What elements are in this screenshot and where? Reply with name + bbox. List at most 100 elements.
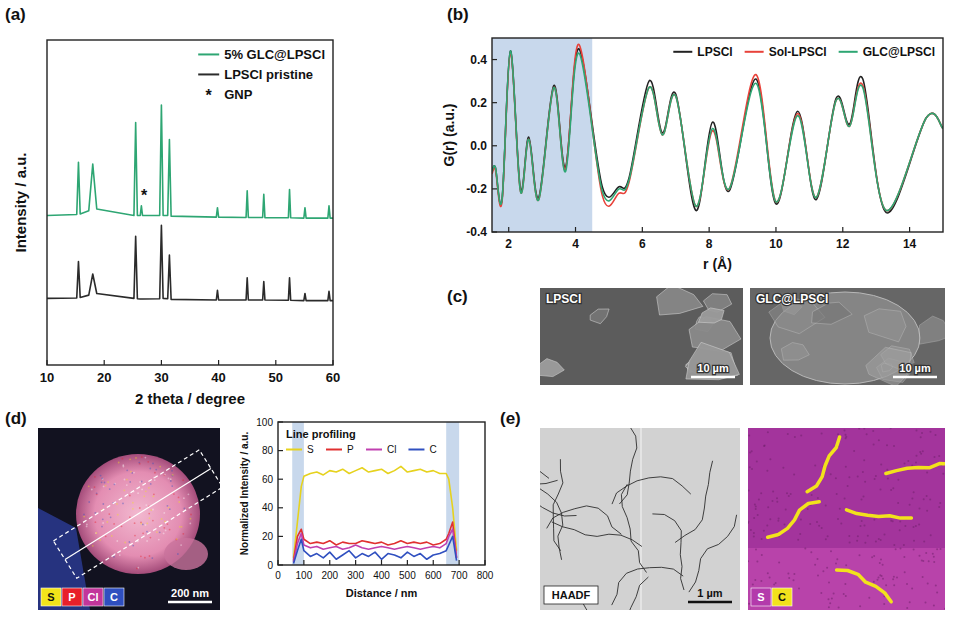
speckle <box>845 595 847 597</box>
speckle <box>818 525 820 527</box>
speckle <box>814 564 816 566</box>
legend-swatch <box>673 51 692 53</box>
sem-flake <box>590 309 609 324</box>
speckle <box>828 606 830 608</box>
sem-flake <box>540 359 564 377</box>
speckle <box>923 540 925 542</box>
speckle <box>897 479 899 481</box>
speckle <box>893 445 895 447</box>
speckle <box>817 497 819 499</box>
x-tick <box>329 560 330 565</box>
y-tick-label: 40 <box>262 502 274 513</box>
speckle <box>107 481 109 483</box>
speckle <box>161 518 163 520</box>
speckle <box>772 490 774 492</box>
series-line <box>492 51 943 211</box>
crack <box>619 428 636 504</box>
carbon-streak <box>847 510 912 518</box>
speckle <box>926 510 928 512</box>
speckle <box>94 476 96 478</box>
speckle <box>830 550 832 552</box>
speckle <box>904 525 906 527</box>
particle-lobe <box>164 538 208 570</box>
speckle <box>817 558 819 560</box>
speckle <box>875 475 877 477</box>
legend-swatch <box>408 449 424 451</box>
speckle <box>769 576 771 578</box>
speckle <box>878 439 880 441</box>
speckle <box>831 598 833 600</box>
speckle <box>104 482 106 484</box>
plot-area <box>292 422 459 565</box>
shaded-range <box>492 38 592 232</box>
speckle <box>822 570 824 572</box>
speckle <box>169 508 171 510</box>
speckle <box>752 584 754 586</box>
element-key <box>751 588 771 606</box>
speckle <box>880 464 882 466</box>
speckle <box>897 502 899 504</box>
x-tick <box>775 227 776 232</box>
speckle <box>171 470 173 472</box>
speckle <box>922 576 924 578</box>
chart: 2468101214-0.4-0.20.00.20.4r (Å)G(r) (a.… <box>441 5 943 272</box>
speckle <box>845 434 847 436</box>
speckle <box>853 450 855 452</box>
speckle <box>146 523 148 525</box>
speckle <box>86 524 88 526</box>
legend: 5% GLC@LPSClLPSCl pristine*GNP <box>198 47 325 104</box>
speckle <box>918 524 920 526</box>
legend-swatch <box>198 73 219 75</box>
speckle <box>88 501 90 503</box>
speckle <box>150 509 152 511</box>
map-ground <box>38 428 220 610</box>
speckle <box>165 530 167 532</box>
legend-swatch <box>839 51 858 53</box>
speckle <box>928 560 930 562</box>
annotation: * <box>141 187 148 204</box>
speckle <box>146 531 148 533</box>
x-tick-label: 20 <box>97 370 111 385</box>
speckle <box>787 433 789 435</box>
y-tick <box>278 450 283 451</box>
speckle <box>92 545 94 547</box>
speckle <box>163 527 165 529</box>
speckle <box>863 459 865 461</box>
speckle <box>864 524 866 526</box>
scale-bar-label: 200 nm <box>171 587 209 599</box>
profile-line <box>65 468 211 559</box>
legend-label: C <box>429 444 436 455</box>
speckle <box>130 471 132 473</box>
x-tick-label: 200 <box>321 570 338 581</box>
speckle <box>126 484 128 486</box>
crack <box>540 500 577 517</box>
speckle <box>793 474 795 476</box>
speckle <box>113 556 115 558</box>
speckle <box>916 430 918 432</box>
speckle <box>934 456 936 458</box>
speckle <box>787 573 789 575</box>
micrograph <box>748 428 945 610</box>
speckle <box>828 582 830 584</box>
speckle <box>845 466 847 468</box>
speckle <box>938 506 940 508</box>
speckle <box>784 523 786 525</box>
speckle <box>171 485 173 487</box>
speckle <box>821 527 823 529</box>
element-key <box>41 588 61 606</box>
speckle <box>863 495 865 497</box>
speckle <box>873 519 875 521</box>
speckle <box>925 602 927 604</box>
speckle <box>887 478 889 480</box>
plot-area <box>47 105 333 301</box>
x-tick-label: 12 <box>836 237 850 251</box>
speckle <box>909 504 911 506</box>
legend-label: GNP <box>224 87 253 102</box>
speckle <box>110 516 112 518</box>
speckle <box>861 520 863 522</box>
y-tick-label: 0.2 <box>470 96 487 110</box>
speckle <box>150 537 152 539</box>
element-key <box>83 588 103 606</box>
sem-flake <box>686 342 740 379</box>
y-axis-title: Intensity / a.u. <box>12 152 29 252</box>
